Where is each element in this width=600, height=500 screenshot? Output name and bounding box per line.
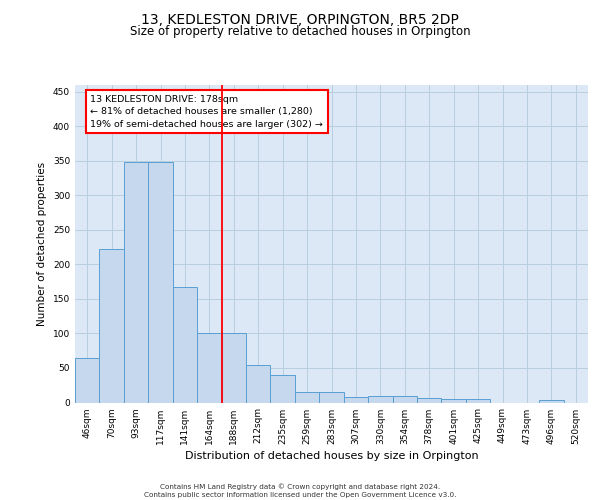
Bar	[368, 396, 392, 402]
Bar	[442, 399, 466, 402]
Bar	[173, 286, 197, 403]
Bar	[344, 397, 368, 402]
X-axis label: Distribution of detached houses by size in Orpington: Distribution of detached houses by size …	[185, 450, 478, 460]
Text: 13, KEDLESTON DRIVE, ORPINGTON, BR5 2DP: 13, KEDLESTON DRIVE, ORPINGTON, BR5 2DP	[141, 12, 459, 26]
Bar	[295, 392, 319, 402]
Bar	[221, 334, 246, 402]
Text: Size of property relative to detached houses in Orpington: Size of property relative to detached ho…	[130, 25, 470, 38]
Bar	[124, 162, 148, 402]
Bar	[319, 392, 344, 402]
Bar	[246, 364, 271, 403]
Bar	[75, 358, 100, 403]
Bar	[148, 162, 173, 402]
Text: 13 KEDLESTON DRIVE: 178sqm
← 81% of detached houses are smaller (1,280)
19% of s: 13 KEDLESTON DRIVE: 178sqm ← 81% of deta…	[91, 94, 323, 128]
Bar	[271, 375, 295, 402]
Bar	[392, 396, 417, 402]
Bar	[417, 398, 442, 402]
Text: Contains HM Land Registry data © Crown copyright and database right 2024.
Contai: Contains HM Land Registry data © Crown c…	[144, 484, 456, 498]
Bar	[100, 250, 124, 402]
Bar	[539, 400, 563, 402]
Bar	[466, 399, 490, 402]
Y-axis label: Number of detached properties: Number of detached properties	[37, 162, 47, 326]
Bar	[197, 334, 221, 402]
